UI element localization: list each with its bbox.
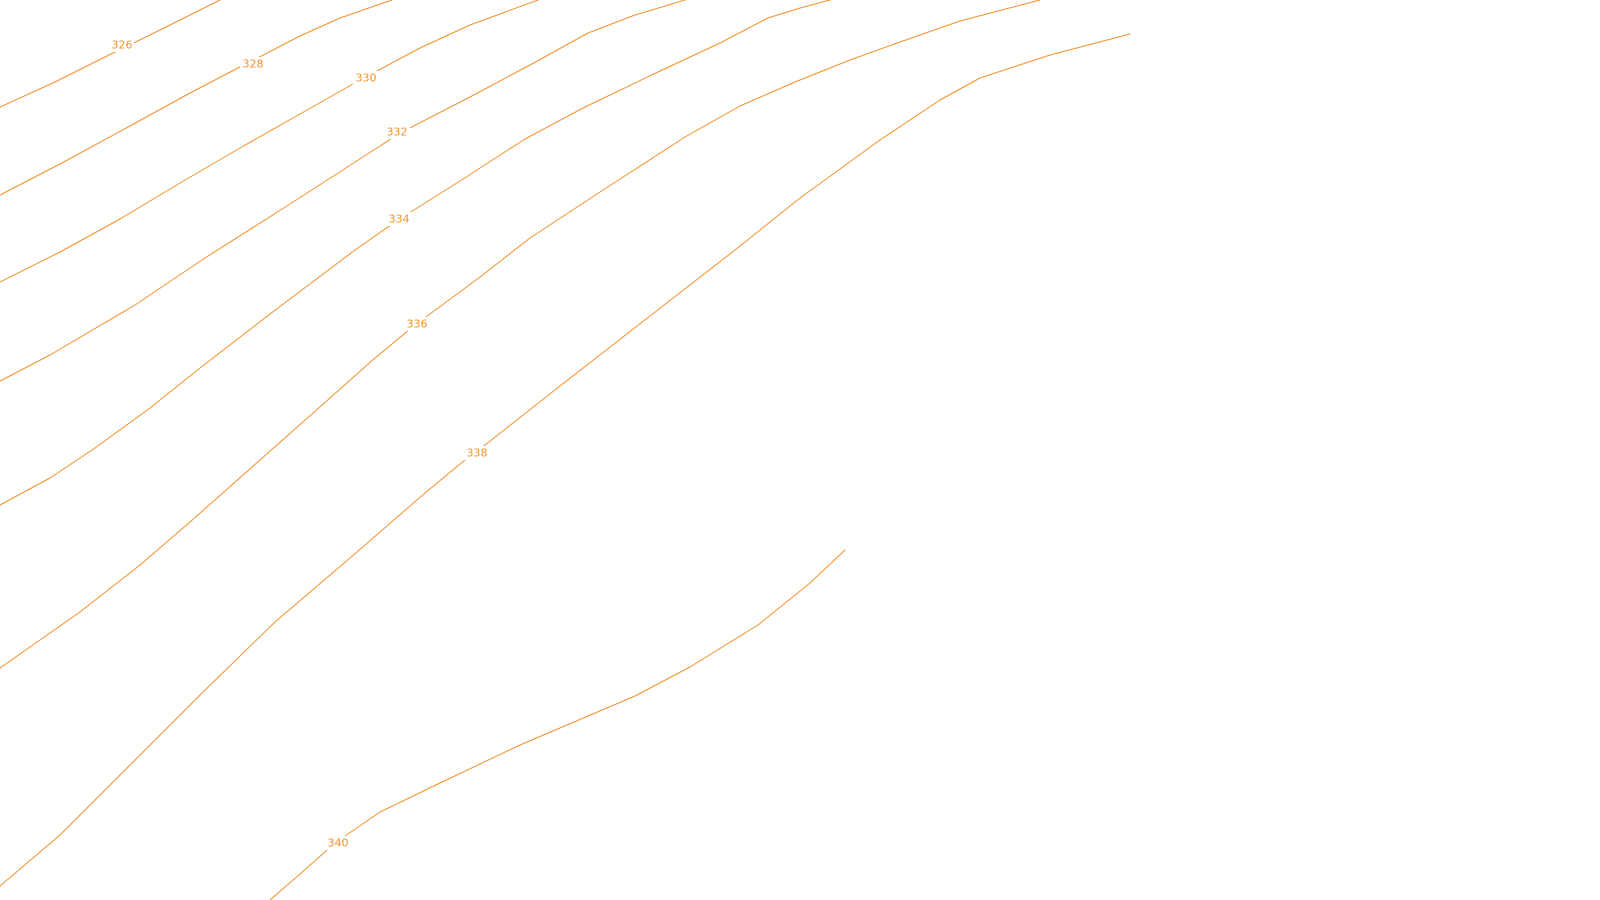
contour-line-336: 336 [0,0,1041,669]
contour-label-332: 332 [387,126,408,139]
contour-line-334: 334 [0,0,831,506]
contour-line-328: 328 [0,0,393,196]
contour-line-326: 326 [0,0,221,108]
contour-line-340: 340 [325,549,846,850]
contour-label-334: 334 [389,213,410,226]
contour-line-330: 330 [0,0,539,283]
contour-label-330: 330 [356,72,377,85]
contour-label-336: 336 [407,318,428,331]
contour-label-340: 340 [328,837,349,850]
contour-label-326: 326 [112,39,133,52]
contour-line-unlabeled [269,842,336,900]
contour-line-332: 332 [0,0,686,382]
contour-line-338: 338 [0,33,1131,887]
contour-label-328: 328 [243,58,264,71]
contour-label-338: 338 [467,447,488,460]
